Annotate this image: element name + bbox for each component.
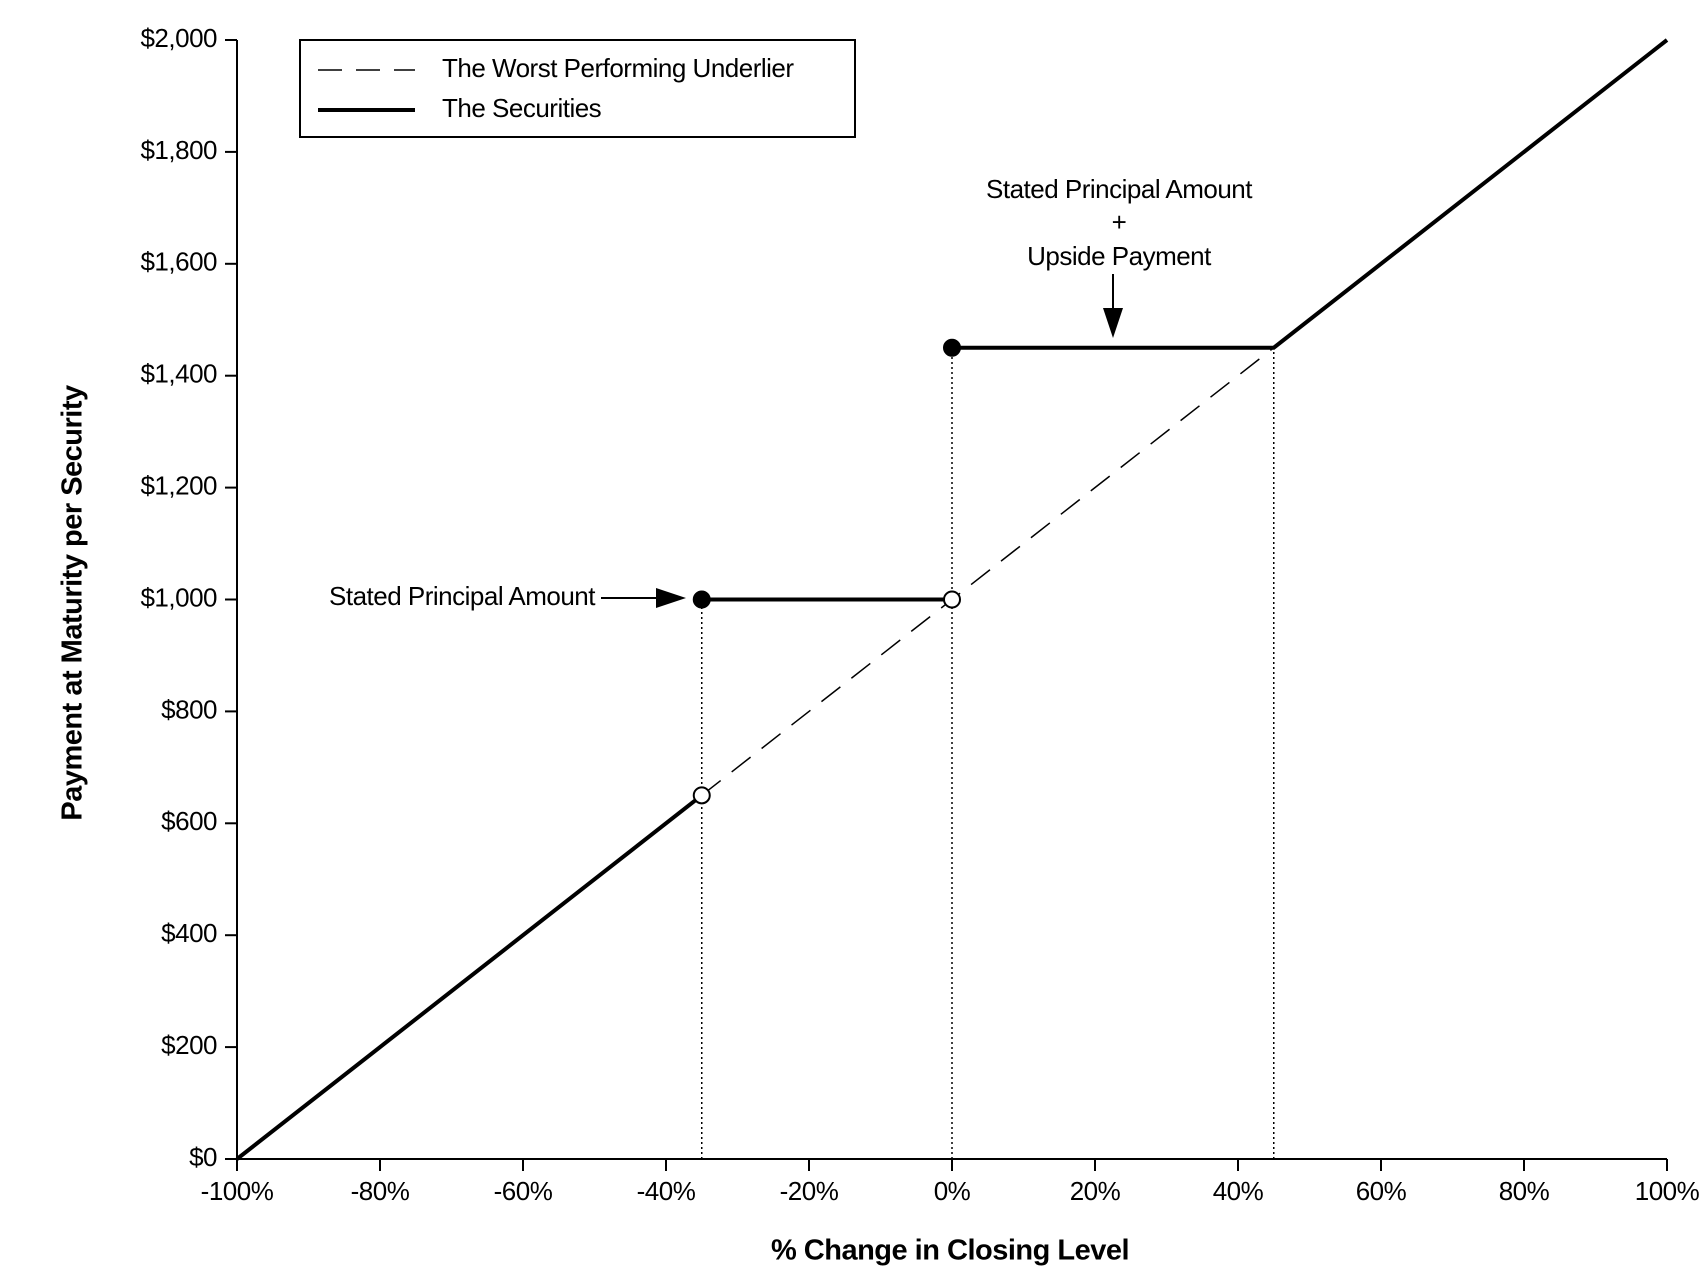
y-tick-label: $400 <box>161 918 217 948</box>
x-tick-label: -60% <box>494 1176 553 1206</box>
x-tick-label: 20% <box>1070 1176 1121 1206</box>
open-point <box>692 786 711 805</box>
open-point <box>943 590 961 609</box>
x-tick-label: -20% <box>780 1176 839 1206</box>
x-tick-label: -40% <box>637 1176 696 1206</box>
y-tick-label: $1,600 <box>140 247 217 277</box>
filled-point <box>943 338 961 357</box>
y-tick-label: $1,200 <box>140 470 217 500</box>
x-tick-label: 60% <box>1356 1176 1407 1206</box>
y-tick-label: $0 <box>189 1142 217 1172</box>
x-axis-title: % Change in Closing Level <box>771 1235 1129 1267</box>
y-tick-label: $1,800 <box>140 135 217 165</box>
annotation: Stated Principal Amount <box>986 174 1253 204</box>
y-tick-label: $1,000 <box>140 582 217 612</box>
arrow-head <box>1103 308 1123 338</box>
y-tick-label: $200 <box>161 1030 217 1060</box>
y-axis-title: Payment at Maturity per Security <box>57 385 89 821</box>
annotation: Upside Payment <box>1027 241 1212 271</box>
annotation: Stated Principal Amount <box>329 581 596 611</box>
y-tick-label: $1,400 <box>140 359 217 389</box>
x-tick-label: 80% <box>1499 1176 1550 1206</box>
arrow-head <box>656 588 686 608</box>
legend-label: The Securities <box>442 93 602 123</box>
y-tick-label: $800 <box>161 694 217 724</box>
y-tick-label: $600 <box>161 806 217 836</box>
x-tick-label: -100% <box>201 1176 274 1206</box>
y-tick-label: $2,000 <box>140 23 217 53</box>
x-tick-label: 100% <box>1635 1176 1699 1206</box>
annotation: + <box>1112 207 1127 237</box>
x-tick-label: 0% <box>934 1176 971 1206</box>
legend-label: The Worst Performing Underlier <box>442 53 794 83</box>
legend-box <box>299 39 856 138</box>
series-line <box>701 347 1275 796</box>
x-tick-label: 40% <box>1213 1176 1264 1206</box>
series-line <box>235 38 1669 1161</box>
filled-point <box>692 590 711 609</box>
x-tick-label: -80% <box>351 1176 410 1206</box>
